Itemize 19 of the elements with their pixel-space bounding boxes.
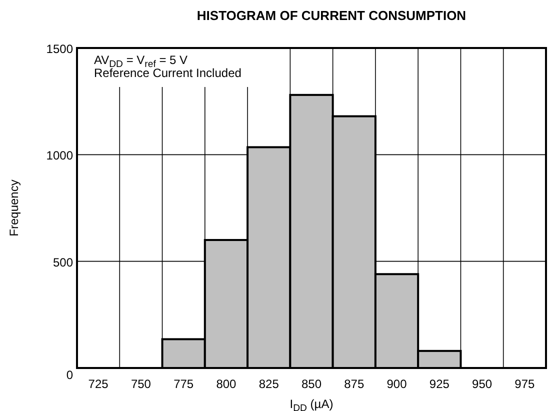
y-tick-label: 500 — [52, 255, 74, 270]
x-tick-label: 775 — [174, 377, 194, 391]
chart-title: HISTOGRAM OF CURRENT CONSUMPTION — [196, 8, 466, 23]
annotation: Reference Current Included — [94, 66, 242, 80]
x-axis-title: I$_{DD}$ (µA) — [290, 397, 334, 411]
x-tick-label: 950 — [472, 377, 492, 391]
x-tick-label: 825 — [258, 377, 280, 391]
x-tick-label: 850 — [301, 377, 322, 391]
x-tick-label: 900 — [386, 377, 408, 391]
x-tick-label: 750 — [130, 377, 152, 391]
x-tick-label: 800 — [216, 377, 237, 391]
x-tick-label: 875 — [344, 377, 364, 391]
x-tick-label: 975 — [514, 377, 536, 391]
y-tick-label: 0 — [66, 368, 74, 382]
y-tick-label: 1000 — [46, 148, 74, 163]
y-axis-title: Frequency — [7, 180, 21, 236]
y-tick-label: 1500 — [46, 42, 74, 56]
x-tick-label: 925 — [429, 377, 450, 391]
x-tick-label: 725 — [88, 377, 109, 391]
